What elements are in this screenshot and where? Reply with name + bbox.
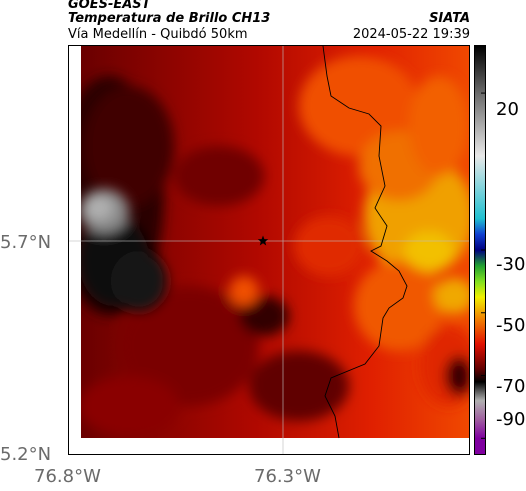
region-subtitle: Vía Medellín - Quibdó 50km (68, 27, 248, 42)
map-canvas (69, 46, 469, 454)
product-title: Temperatura de Brillo CH13 (68, 11, 271, 26)
colorbar-gradient (475, 46, 485, 454)
latitude-label: 5.2°N (0, 444, 52, 465)
timestamp-label: 2024-05-22 19:39 (352, 27, 470, 42)
satellite-title: GOES-EAST (68, 0, 151, 12)
star-icon (257, 235, 269, 246)
cold-cloud-top (79, 189, 167, 311)
temperature-field (69, 46, 469, 454)
colorbar-tick-label: -90 (496, 409, 526, 430)
agency-label: SIATA (429, 11, 470, 26)
colorbar-tick-label: -50 (496, 315, 526, 336)
brightness-temperature-map[interactable] (68, 45, 470, 455)
latitude-label: 5.7°N (0, 232, 52, 253)
colorbar-tick-label: -30 (496, 254, 526, 275)
colorbar-tick-label: -70 (496, 376, 526, 397)
boundary-line (322, 46, 408, 439)
colorbar (474, 45, 486, 455)
grid-lines (69, 46, 469, 454)
longitude-label: 76.3°W (254, 466, 321, 487)
longitude-label: 76.8°W (34, 466, 101, 487)
colorbar-tick-label: 20 (496, 99, 519, 120)
